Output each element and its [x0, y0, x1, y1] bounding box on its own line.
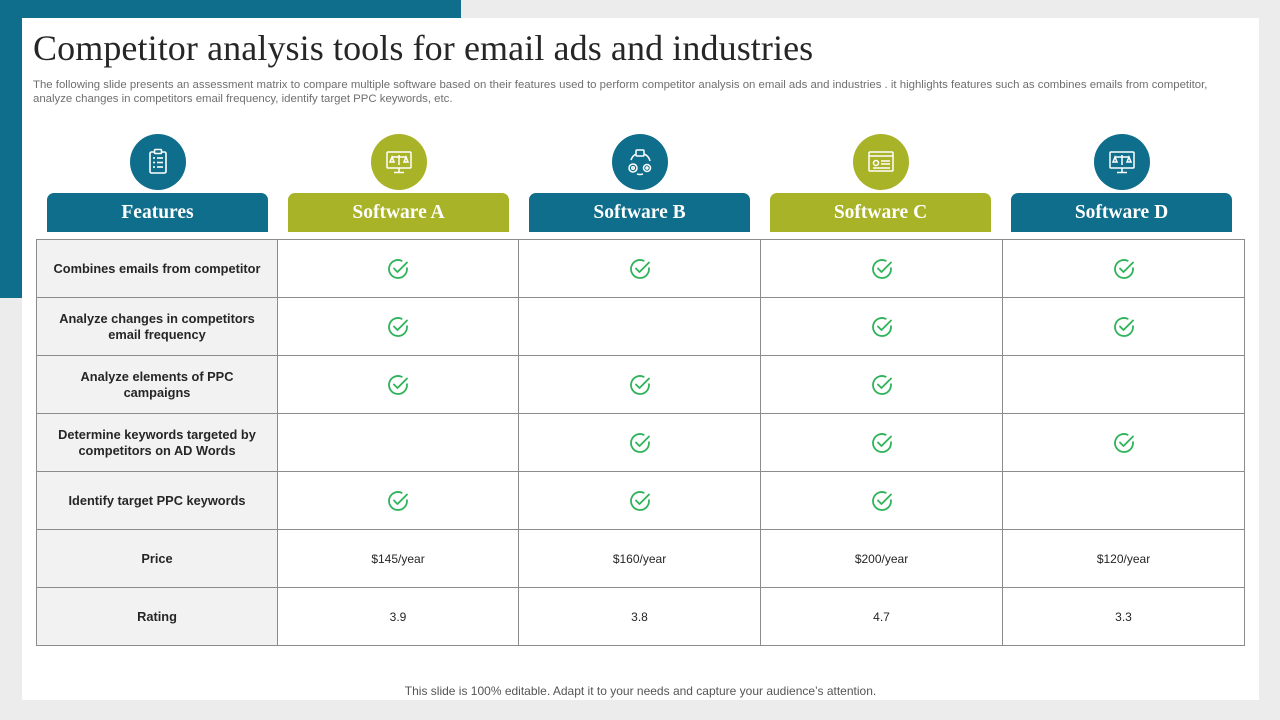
value-cell: 3.3: [1002, 587, 1245, 646]
slide: Competitor analysis tools for email ads …: [22, 18, 1259, 700]
column-header-software-a: Software A: [288, 193, 509, 232]
table-cell: [518, 471, 761, 530]
table-cell: [518, 239, 761, 298]
table-cell: [518, 355, 761, 414]
empty-cell: [277, 413, 519, 472]
check-circle-icon: [1113, 432, 1134, 453]
clipboard-checklist-icon: [130, 134, 186, 190]
value-cell: 3.8: [518, 587, 761, 646]
table-cell: [1002, 239, 1245, 298]
table-row: Analyze changes in competitors email fre…: [36, 297, 1245, 356]
column-header-features: Features: [47, 193, 268, 232]
comparison-table: Combines emails from competitor Analyze c…: [36, 239, 1245, 646]
empty-cell: [1002, 471, 1245, 530]
column-header-software-b: Software B: [529, 193, 750, 232]
feature-label: Analyze elements of PPC campaigns: [36, 355, 278, 414]
monitor-scales-icon: [371, 134, 427, 190]
table-cell: [760, 471, 1003, 530]
value-cell: 3.9: [277, 587, 519, 646]
table-cell: [760, 239, 1003, 298]
check-circle-icon: [388, 258, 408, 279]
check-circle-icon: [388, 490, 408, 511]
table-cell: [1002, 297, 1245, 356]
table-row: Combines emails from competitor: [36, 239, 1245, 298]
table-row: Rating 3.9 3.8 4.7 3.3: [36, 587, 1245, 646]
check-circle-icon: [629, 374, 650, 395]
table-cell: [1002, 413, 1245, 472]
table-row: Determine keywords targeted by competito…: [36, 413, 1245, 472]
check-circle-icon: [388, 316, 408, 337]
check-circle-icon: [871, 432, 892, 453]
table-cell: [277, 355, 519, 414]
footer-note: This slide is 100% editable. Adapt it to…: [404, 684, 877, 698]
table-cell: [277, 239, 519, 298]
value-cell: $200/year: [760, 529, 1003, 588]
table-row: Price $145/year $160/year $200/year $120/yea…: [36, 529, 1245, 588]
empty-cell: [1002, 355, 1245, 414]
gear-cycle-icon: [612, 134, 668, 190]
table-cell: [277, 297, 519, 356]
check-circle-icon: [1113, 316, 1134, 337]
table-cell: [760, 413, 1003, 472]
column-header-software-d: Software D: [1011, 193, 1232, 232]
table-cell: [760, 297, 1003, 356]
check-circle-icon: [871, 258, 892, 279]
table-cell: [277, 471, 519, 530]
monitor-scales-icon: [1094, 134, 1150, 190]
check-circle-icon: [629, 258, 650, 279]
browser-window-icon: [853, 134, 909, 190]
table-row: Identify target PPC keywords: [36, 471, 1245, 530]
table-cell: [518, 413, 761, 472]
check-circle-icon: [388, 374, 408, 395]
page-title: Competitor analysis tools for email ads …: [33, 28, 814, 68]
check-circle-icon: [629, 432, 650, 453]
value-cell: $160/year: [518, 529, 761, 588]
check-circle-icon: [629, 490, 650, 511]
value-cell: $120/year: [1002, 529, 1245, 588]
value-cell: 4.7: [760, 587, 1003, 646]
feature-label: Rating: [36, 587, 278, 646]
feature-label: Combines emails from competitor: [36, 239, 278, 298]
table-cell: [760, 355, 1003, 414]
check-circle-icon: [871, 490, 892, 511]
check-circle-icon: [871, 374, 892, 395]
check-circle-icon: [871, 316, 892, 337]
feature-label: Analyze changes in competitors email fre…: [36, 297, 278, 356]
table-row: Analyze elements of PPC campaigns: [36, 355, 1245, 414]
page-subtitle: The following slide presents an assessme…: [33, 79, 1208, 105]
feature-label: Identify target PPC keywords: [36, 471, 278, 530]
column-header-software-c: Software C: [770, 193, 991, 232]
feature-label: Determine keywords targeted by competito…: [36, 413, 278, 472]
empty-cell: [518, 297, 761, 356]
feature-label: Price: [36, 529, 278, 588]
value-cell: $145/year: [277, 529, 519, 588]
check-circle-icon: [1113, 258, 1134, 279]
